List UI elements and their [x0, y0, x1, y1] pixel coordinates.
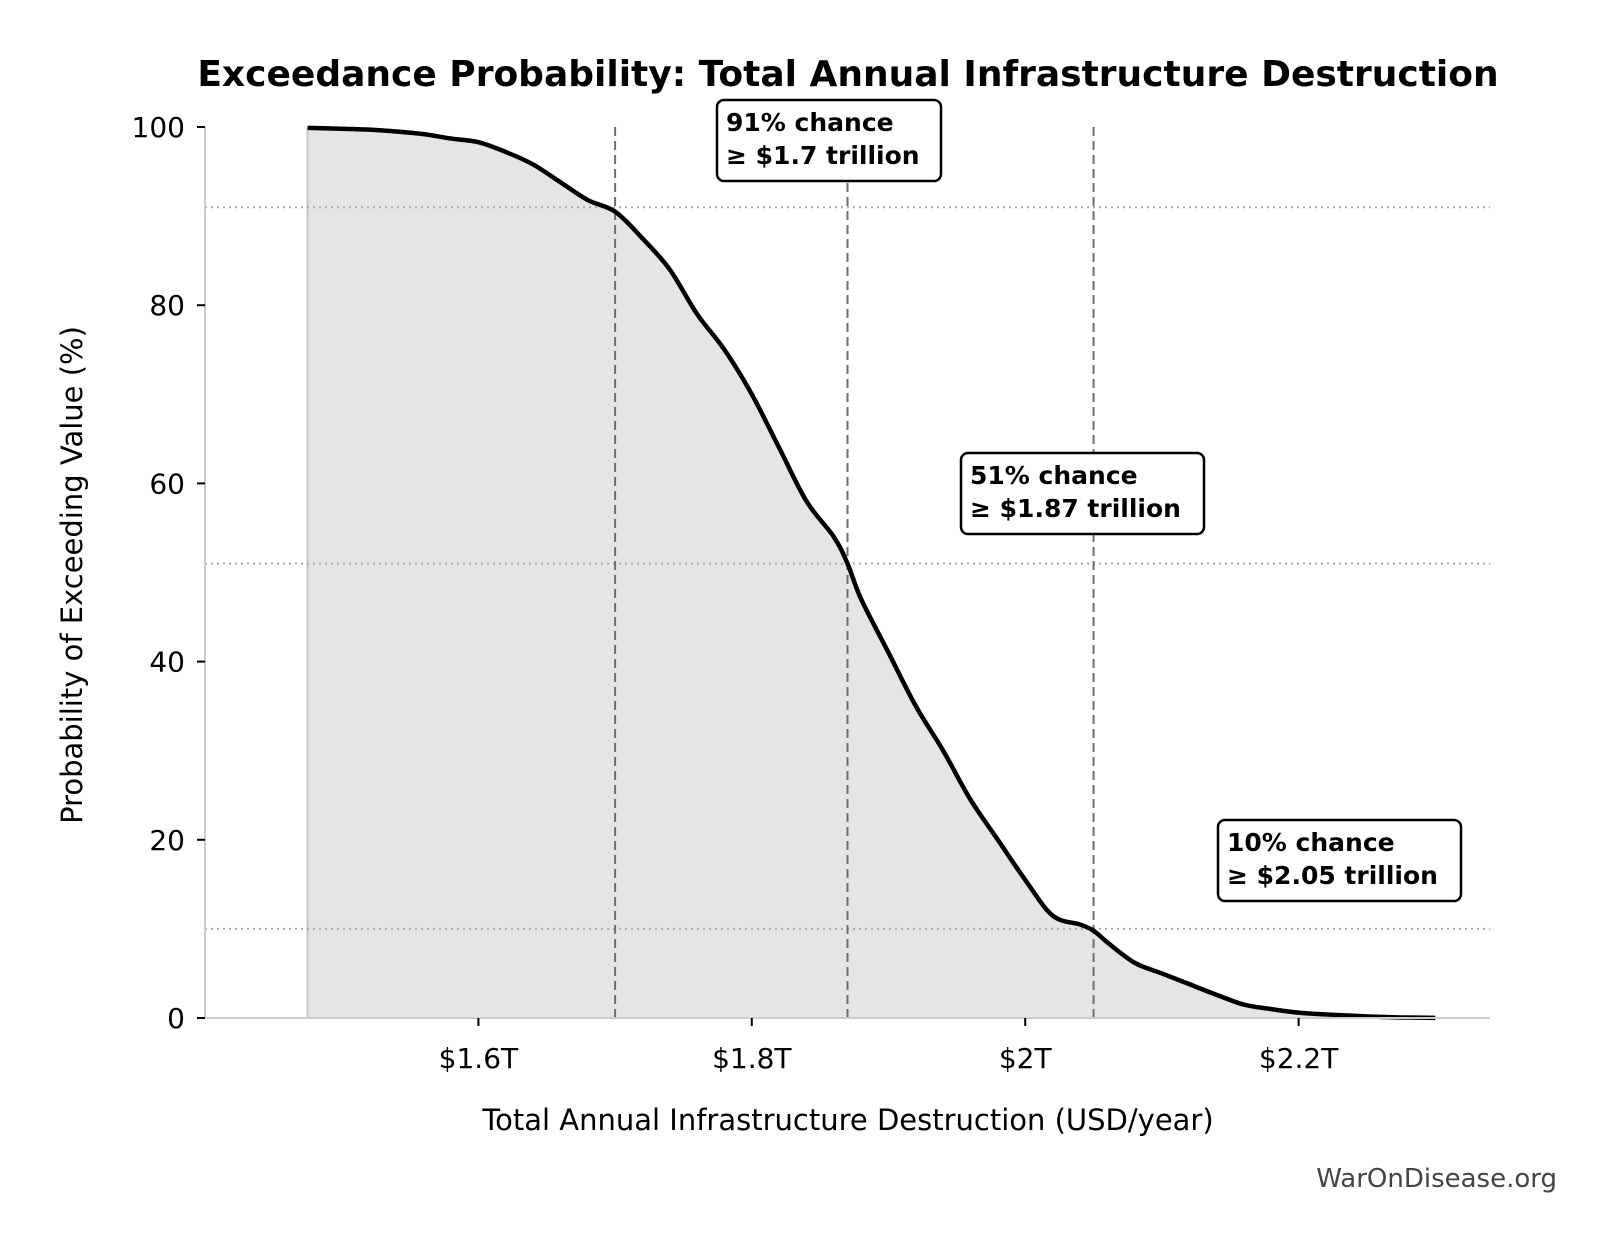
annotation-box-frame	[959, 451, 1206, 536]
y-tick-label: 40	[149, 646, 185, 679]
annotation-box: 10% chance ≥ $2.05 trillion	[1216, 818, 1463, 903]
x-tick-label: $2T	[999, 1042, 1053, 1075]
x-tick-label: $2.2T	[1259, 1042, 1339, 1075]
chart-title: Exceedance Probability: Total Annual Inf…	[197, 54, 1498, 95]
plot-area: 0 20 40 60 80 100 $1.6T $1.8T $2T $2.2T 91% chan…	[132, 98, 1490, 1075]
y-axis-ticks: 0 20 40 60 80 100	[132, 111, 205, 1035]
x-tick-label: $1.6T	[439, 1042, 519, 1075]
exceedance-area	[307, 127, 1436, 1019]
y-tick-label: 0	[167, 1002, 185, 1035]
exceedance-curve	[307, 125, 1436, 1021]
y-tick-label: 20	[149, 824, 185, 857]
y-axis-label: Probability of Exceeding Value (%)	[55, 326, 89, 824]
y-tick-label: 100	[132, 111, 185, 144]
annotation-line2: ≥ $2.05 trillion	[1227, 861, 1438, 890]
annotation-box: 51% chance ≥ $1.87 trillion	[959, 451, 1206, 536]
annotation-box-frame	[715, 98, 943, 183]
watermark: WarOnDisease.org	[1316, 1164, 1557, 1194]
annotation-box: 91% chance ≥ $1.7 trillion	[715, 98, 943, 183]
annotations: 91% chance ≥ $1.7 trillion 51% chance ≥ $1.…	[715, 98, 1463, 903]
x-axis-label: Total Annual Infrastructure Destruction …	[481, 1103, 1213, 1137]
x-axis-ticks: $1.6T $1.8T $2T $2.2T	[439, 1018, 1339, 1075]
y-tick-label: 80	[149, 289, 185, 322]
annotation-line1: 51% chance	[970, 461, 1138, 490]
y-tick-label: 60	[149, 467, 185, 500]
annotation-line1: 91% chance	[726, 108, 894, 137]
annotation-line1: 10% chance	[1227, 828, 1395, 857]
annotation-line2: ≥ $1.7 trillion	[726, 141, 920, 170]
x-tick-label: $1.8T	[712, 1042, 792, 1075]
annotation-line2: ≥ $1.87 trillion	[970, 494, 1181, 523]
vertical-reference-lines	[614, 127, 1095, 1018]
annotation-box-frame	[1216, 818, 1463, 903]
